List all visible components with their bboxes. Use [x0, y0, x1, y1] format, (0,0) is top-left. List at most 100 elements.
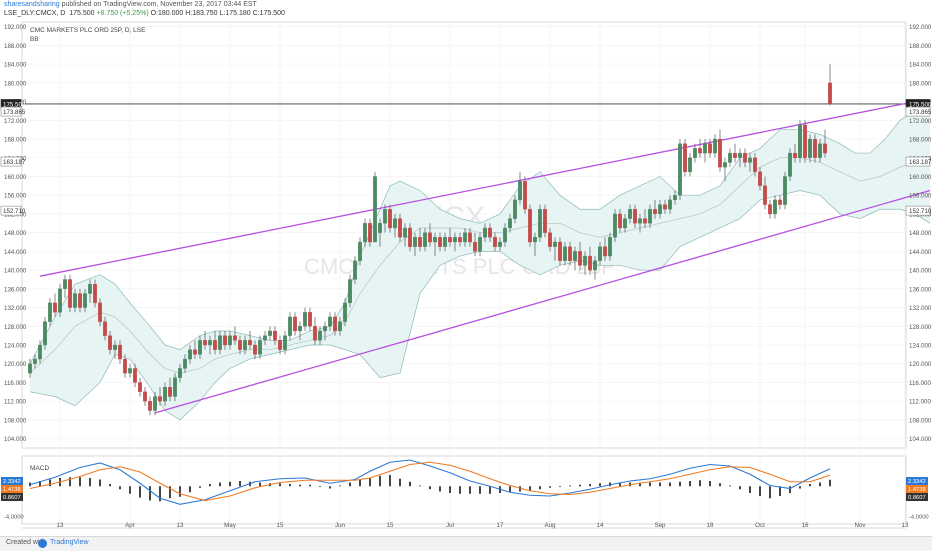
time-tick-label: Aug: [544, 522, 556, 529]
candle: [168, 377, 172, 402]
candle-body: [418, 237, 422, 247]
candle: [218, 330, 222, 355]
macd-pane: [21, 455, 907, 525]
candle: [313, 316, 317, 346]
candle: [408, 223, 412, 252]
macd-histogram-bar: [579, 484, 581, 487]
time-gridlines: [59, 22, 906, 524]
candle-body: [163, 386, 167, 402]
candle-body: [488, 227, 492, 238]
symbol-name[interactable]: LSE_DLY:CMCX, D: [4, 10, 66, 17]
price-tick-label: 124.000: [909, 343, 932, 350]
candle: [523, 176, 527, 214]
candle-body: [228, 335, 232, 346]
candle-body: [103, 321, 107, 336]
candle: [658, 199, 662, 219]
candle: [648, 204, 652, 228]
candle: [823, 129, 827, 158]
macd-histogram-bar: [359, 479, 361, 487]
candle-body: [423, 232, 427, 247]
candle: [743, 148, 747, 168]
candle: [83, 288, 87, 313]
candle: [503, 223, 507, 247]
price-tick-label: 168.000: [909, 137, 932, 144]
candle-body: [653, 209, 657, 215]
candle-body: [463, 232, 467, 243]
candle: [93, 279, 97, 308]
candle: [98, 298, 102, 327]
price-tick-label: 160.000: [4, 174, 27, 181]
candle-body: [323, 326, 327, 332]
candle-body: [623, 218, 627, 229]
candle-body: [603, 246, 607, 257]
candle: [563, 242, 567, 266]
author-link[interactable]: sharesandsharing: [4, 1, 60, 8]
price-tick-label: 180.000: [4, 80, 27, 87]
price-tick-label: 144.000: [909, 249, 932, 256]
candle: [153, 391, 157, 416]
candle-body: [68, 279, 72, 308]
candle-body: [78, 293, 82, 308]
candle: [828, 64, 832, 106]
macd-histogram-bar: [739, 486, 741, 490]
candle-body: [473, 241, 477, 252]
price-marker-box: [0, 106, 22, 117]
macd-histogram-bar: [329, 486, 331, 489]
candle-body: [428, 232, 432, 243]
macd-histogram-bar: [139, 486, 141, 498]
candle-body: [538, 209, 542, 238]
candle: [238, 335, 242, 355]
candle-body: [498, 241, 502, 247]
candle: [613, 209, 617, 243]
time-tick-label: 14: [597, 522, 604, 529]
candle-body: [198, 340, 202, 355]
time-tick-label: 13: [177, 522, 184, 529]
candles: [28, 64, 832, 416]
price-marker: 173.865: [905, 106, 932, 117]
macd-histogram-bar: [619, 482, 621, 487]
chart-title: CMC MARKETS PLC ORD 25P, D, LSE: [30, 27, 146, 34]
macd-marker: 0.8607: [1, 493, 23, 501]
macd-histogram-bar: [519, 486, 521, 492]
candle: [428, 223, 432, 247]
candle: [788, 148, 792, 182]
price-marker: 152.710: [905, 205, 932, 216]
candle: [808, 134, 812, 163]
macd-histogram-bar: [659, 482, 661, 487]
candle-body: [658, 204, 662, 215]
candle: [803, 120, 807, 163]
candle-body: [808, 138, 812, 158]
candle: [633, 204, 637, 228]
candle: [468, 227, 472, 247]
candle: [123, 354, 127, 378]
macd-histogram-bar: [39, 481, 41, 487]
candle-body: [378, 223, 382, 233]
candle: [378, 218, 382, 247]
price-tick-label: 116.000: [4, 380, 26, 387]
price-gridlines: [22, 26, 906, 439]
candle-body: [563, 246, 567, 261]
candle-body: [333, 316, 337, 332]
candle: [33, 354, 37, 369]
candle-body: [373, 176, 377, 243]
candle: [88, 279, 92, 303]
candle: [598, 242, 602, 266]
candle: [203, 330, 207, 350]
macd-histogram-bar: [639, 482, 641, 487]
price-marker-label: 163.187: [3, 159, 26, 166]
tradingview-link[interactable]: TradingView: [50, 539, 89, 546]
candle-body: [618, 213, 622, 229]
candle-body: [268, 330, 272, 336]
macd-histogram-bar: [429, 486, 431, 490]
candle: [538, 204, 542, 243]
candle-body: [818, 143, 822, 158]
candle: [558, 237, 562, 266]
candle-body: [128, 368, 132, 374]
macd-marker: 1.4738: [1, 485, 23, 493]
macd-histogram-bar: [449, 486, 451, 493]
tradingview-logo-icon[interactable]: [38, 539, 47, 548]
candle-body: [753, 157, 757, 172]
candle: [528, 204, 532, 247]
candle: [348, 274, 352, 308]
